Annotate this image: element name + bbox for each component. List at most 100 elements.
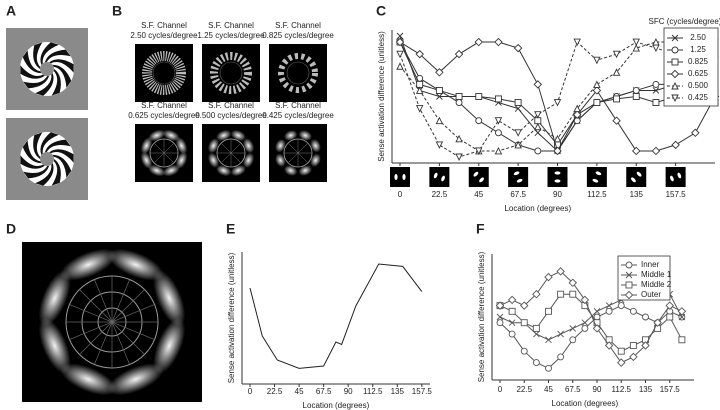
marker xyxy=(671,34,679,42)
marker xyxy=(545,336,552,344)
marker xyxy=(436,93,443,100)
filter-blob xyxy=(230,129,246,141)
stimulus-center xyxy=(40,62,54,76)
marker xyxy=(475,117,483,125)
spiral-arm xyxy=(33,132,43,159)
filter-blob xyxy=(207,152,219,168)
x-tick-label: 22.5 xyxy=(516,385,532,394)
marker xyxy=(494,146,503,155)
filter-blob xyxy=(140,151,153,169)
filter-blob xyxy=(275,153,286,168)
marker xyxy=(494,129,502,137)
stimulus-blob xyxy=(433,172,438,179)
marker xyxy=(532,359,540,367)
x-tick-label: 157.5 xyxy=(412,387,433,396)
filter-blob xyxy=(162,129,180,142)
marker xyxy=(508,319,516,327)
marker xyxy=(593,99,601,107)
panel-caption: 0.500 cycles/degree xyxy=(195,111,267,120)
series-line xyxy=(499,270,683,364)
marker xyxy=(671,140,680,150)
filter-blob xyxy=(310,153,321,168)
stimulus-blob xyxy=(441,175,445,182)
legend-label: 2.50 xyxy=(690,33,706,42)
spiral-arm xyxy=(23,75,50,89)
marker xyxy=(625,261,633,269)
filter-image xyxy=(269,44,327,102)
marker xyxy=(532,324,540,332)
marker xyxy=(553,99,562,107)
stimulus-blob xyxy=(592,178,599,183)
chart: 0 22.5 45 67.5 90 112.5 135 157.5 Location (degr… xyxy=(477,251,694,408)
series-line xyxy=(249,263,423,369)
marker xyxy=(435,116,444,125)
panel-letter: D xyxy=(6,221,16,237)
marker xyxy=(613,95,621,103)
spiral-arm xyxy=(20,65,45,79)
marker xyxy=(671,94,679,103)
spiral-arm xyxy=(40,42,59,65)
spiral-arm xyxy=(40,132,59,155)
panel-caption: S.F. Channel xyxy=(275,101,321,110)
marker xyxy=(514,140,522,149)
panel-caption: S.F. Channel xyxy=(141,21,187,30)
marker xyxy=(544,272,553,282)
x-tick-label: 112.5 xyxy=(612,385,632,394)
legend-label: 0.625 xyxy=(688,69,709,78)
marker xyxy=(573,38,581,47)
filter-ring xyxy=(219,61,243,85)
legend-label: 0.500 xyxy=(688,81,709,90)
marker xyxy=(652,87,660,94)
x-axis-label: Location (degrees) xyxy=(504,204,571,213)
stimulus-blob xyxy=(473,171,479,177)
marker xyxy=(632,146,641,156)
x-tick-label: 135 xyxy=(639,385,653,394)
x-tick-label: 135 xyxy=(630,190,644,199)
filter-blob xyxy=(107,248,164,281)
spiral-arm xyxy=(51,69,61,96)
marker xyxy=(514,129,522,137)
marker xyxy=(665,301,674,310)
marker xyxy=(641,341,650,350)
marker xyxy=(632,38,640,47)
y-axis-label: Sense activation difference (unitless) xyxy=(377,31,386,162)
filter-blob xyxy=(298,165,313,176)
marker xyxy=(534,147,542,155)
x-tick-label: 112.5 xyxy=(363,387,383,396)
spiral-arm xyxy=(51,159,61,186)
marker xyxy=(455,99,463,107)
filter-line xyxy=(220,142,242,164)
filter-ring xyxy=(152,61,176,85)
marker xyxy=(617,302,625,310)
series-line xyxy=(499,305,683,369)
filter-ring xyxy=(278,53,318,93)
marker xyxy=(520,319,528,327)
marker xyxy=(533,330,540,338)
marker xyxy=(415,105,424,113)
marker xyxy=(629,342,637,349)
marker xyxy=(612,116,621,125)
spiral-arm xyxy=(33,42,43,69)
spiral-arm xyxy=(22,50,42,74)
marker xyxy=(532,289,541,299)
stimulus-blob xyxy=(670,175,674,182)
marker xyxy=(534,129,542,137)
marker xyxy=(533,80,543,89)
marker xyxy=(629,307,637,315)
marker xyxy=(580,295,590,305)
marker xyxy=(592,324,602,333)
stimulus-thumbnail xyxy=(429,167,450,187)
marker xyxy=(652,99,660,107)
marker xyxy=(508,307,516,315)
x-tick-label: 90 xyxy=(553,190,562,199)
marker xyxy=(435,68,444,77)
marker xyxy=(475,93,483,100)
marker xyxy=(455,93,463,100)
marker xyxy=(573,104,581,113)
stimulus-blob xyxy=(402,174,406,180)
marker xyxy=(508,330,516,338)
spiral-arm xyxy=(49,149,74,163)
filter-blob xyxy=(60,363,117,396)
legend-box xyxy=(663,27,719,107)
